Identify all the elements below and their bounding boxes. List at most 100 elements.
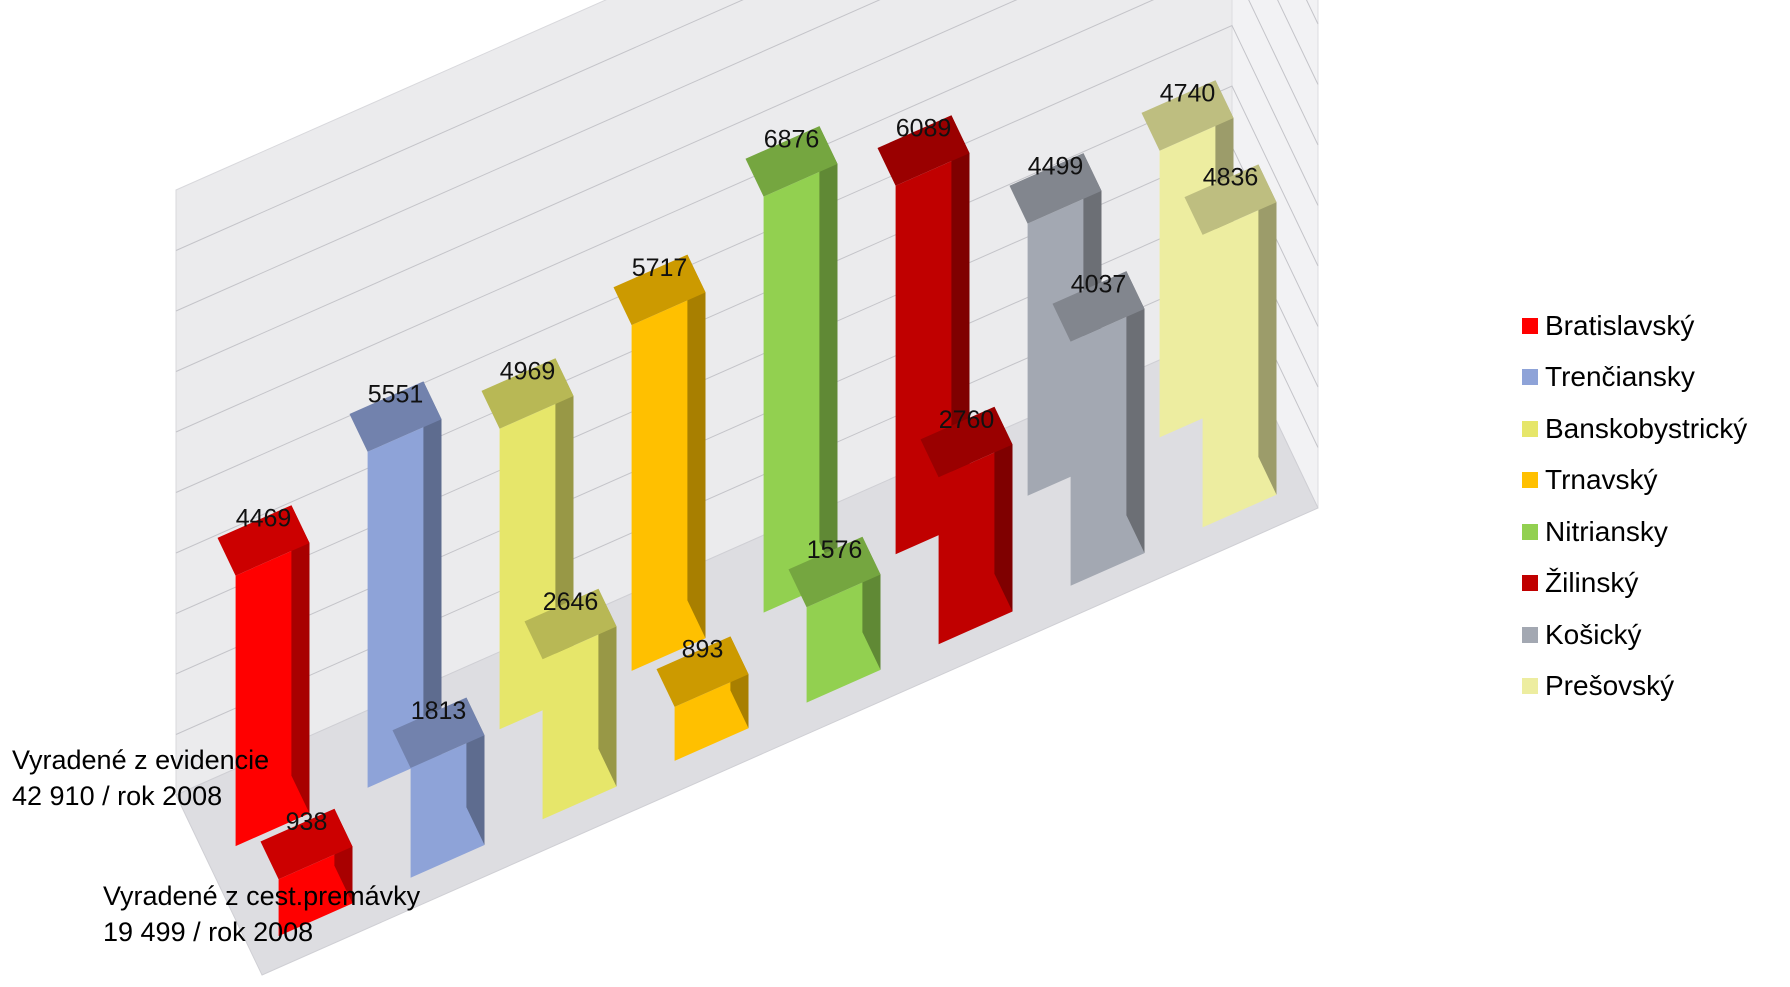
- data-label: 4836: [1203, 164, 1259, 192]
- series-label-back: Vyradené z evidencie 42 910 / rok 2008: [12, 742, 269, 814]
- bar: [260, 808, 353, 937]
- data-label: 5717: [632, 254, 688, 282]
- bar: [349, 381, 442, 788]
- bar-top-face: [613, 254, 706, 326]
- data-label: 4469: [236, 504, 292, 532]
- bar-front-face: [410, 735, 485, 878]
- bar-side-face: [994, 406, 1013, 612]
- data-label: 6876: [764, 125, 820, 153]
- legend-label: Prešovský: [1545, 670, 1675, 702]
- gridline: [175, 0, 1319, 312]
- legend-swatch-icon: [1522, 420, 1538, 437]
- legend-label: Trnavský: [1545, 464, 1658, 496]
- data-label: 893: [682, 636, 724, 664]
- data-label: 4740: [1160, 79, 1216, 107]
- bar-side-face: [1258, 164, 1277, 495]
- data-label: 5551: [368, 381, 424, 409]
- bar-front-face: [938, 444, 1013, 645]
- legend-item: Bratislavský: [1522, 300, 1747, 352]
- bar-front-face: [1070, 308, 1145, 586]
- bar-top-face: [1184, 164, 1277, 235]
- legend-label: Žilinský: [1545, 567, 1639, 599]
- legend-item: Trnavský: [1522, 455, 1747, 507]
- legend-swatch-icon: [1522, 575, 1538, 592]
- legend-swatch-icon: [1522, 472, 1538, 489]
- bar-top-face: [349, 381, 442, 452]
- bar-front-face: [674, 674, 749, 761]
- bar-front-face: [763, 163, 838, 613]
- legend-swatch-icon: [1522, 317, 1538, 334]
- gridline: [175, 0, 1319, 433]
- gridline: [175, 0, 744, 251]
- bar-top-face: [260, 808, 353, 880]
- bar-side-face: [291, 505, 310, 814]
- data-label: 4499: [1028, 152, 1084, 180]
- bar-top-face: [788, 536, 881, 608]
- data-label: 6089: [896, 115, 952, 143]
- bar-top-face: [1052, 271, 1145, 342]
- bar-front-face: [278, 846, 353, 937]
- bar-top-face: [920, 406, 1013, 478]
- series-label-back-line2: 42 910 / rok 2008: [12, 781, 223, 811]
- legend-item: Trenčiansky: [1522, 352, 1747, 404]
- bar-front-face: [235, 543, 310, 847]
- bar-top-face: [392, 697, 485, 768]
- bar-top-face: [481, 358, 574, 429]
- legend-swatch-icon: [1522, 626, 1538, 643]
- bar: [217, 505, 310, 847]
- bar-side-face: [1126, 271, 1145, 554]
- bar: [392, 697, 485, 878]
- legend-label: Bratislavský: [1545, 309, 1695, 341]
- bar-top-face: [877, 115, 970, 186]
- bar-top-face: [1141, 80, 1234, 151]
- bar: [524, 588, 617, 820]
- bar: [1052, 271, 1145, 586]
- legend-item: Nitriansky: [1522, 506, 1747, 558]
- series-label-front: Vyradené z cest.premávky 19 499 / rok 20…: [103, 878, 420, 950]
- bar-top-face: [656, 636, 749, 707]
- bar-side-face: [687, 254, 706, 639]
- bar-top-face: [217, 505, 310, 576]
- legend-item: Prešovský: [1522, 661, 1747, 713]
- gridline: [175, 24, 1319, 493]
- legend: Bratislavský Trenčiansky Banskobystrický…: [1522, 300, 1747, 712]
- bar-front-face: [1202, 202, 1277, 528]
- bar: [1184, 164, 1277, 528]
- series-label-front-line2: 19 499 / rok 2008: [103, 917, 314, 947]
- series-label-front-line1: Vyradené z cest.premávky: [103, 881, 421, 911]
- bar-side-face: [598, 588, 617, 787]
- bar-side-face: [423, 381, 442, 755]
- legend-swatch-icon: [1522, 523, 1538, 540]
- bar-top-face: [1009, 153, 1102, 224]
- legend-label: Banskobystrický: [1545, 412, 1748, 444]
- legend-swatch-icon: [1522, 369, 1538, 386]
- legend-item: Banskobystrický: [1522, 403, 1747, 455]
- bar-side-face: [819, 126, 838, 580]
- legend-label: Košický: [1545, 618, 1642, 650]
- chart-data-labels: 4740 4499 6089 6876 5717 4969 5551 4469 4836 4037…: [236, 79, 1259, 836]
- chart-bars: [217, 80, 1277, 937]
- bar-top-face: [745, 126, 838, 197]
- legend-swatch-icon: [1522, 678, 1538, 695]
- bar-front-face: [631, 292, 706, 671]
- bar-front-face: [806, 574, 881, 703]
- bar: [788, 536, 881, 703]
- data-label: 938: [286, 808, 328, 836]
- bar-front-face: [367, 419, 442, 788]
- series-label-back-line1: Vyradené z evidencie: [12, 745, 270, 775]
- data-label: 2760: [939, 406, 995, 434]
- chart-walls: [175, 0, 1319, 976]
- bar: [920, 406, 1013, 645]
- legend-label: Nitriansky: [1545, 515, 1668, 547]
- bar: [613, 254, 706, 671]
- legend-label: Trenčiansky: [1545, 361, 1695, 393]
- data-label: 1576: [807, 536, 863, 564]
- gridline: [175, 0, 1319, 372]
- data-label: 4037: [1071, 270, 1127, 298]
- bar-front-face: [542, 626, 617, 820]
- data-label: 1813: [411, 697, 467, 725]
- legend-item: Žilinský: [1522, 558, 1747, 610]
- bar: [656, 636, 749, 761]
- legend-item: Košický: [1522, 609, 1747, 661]
